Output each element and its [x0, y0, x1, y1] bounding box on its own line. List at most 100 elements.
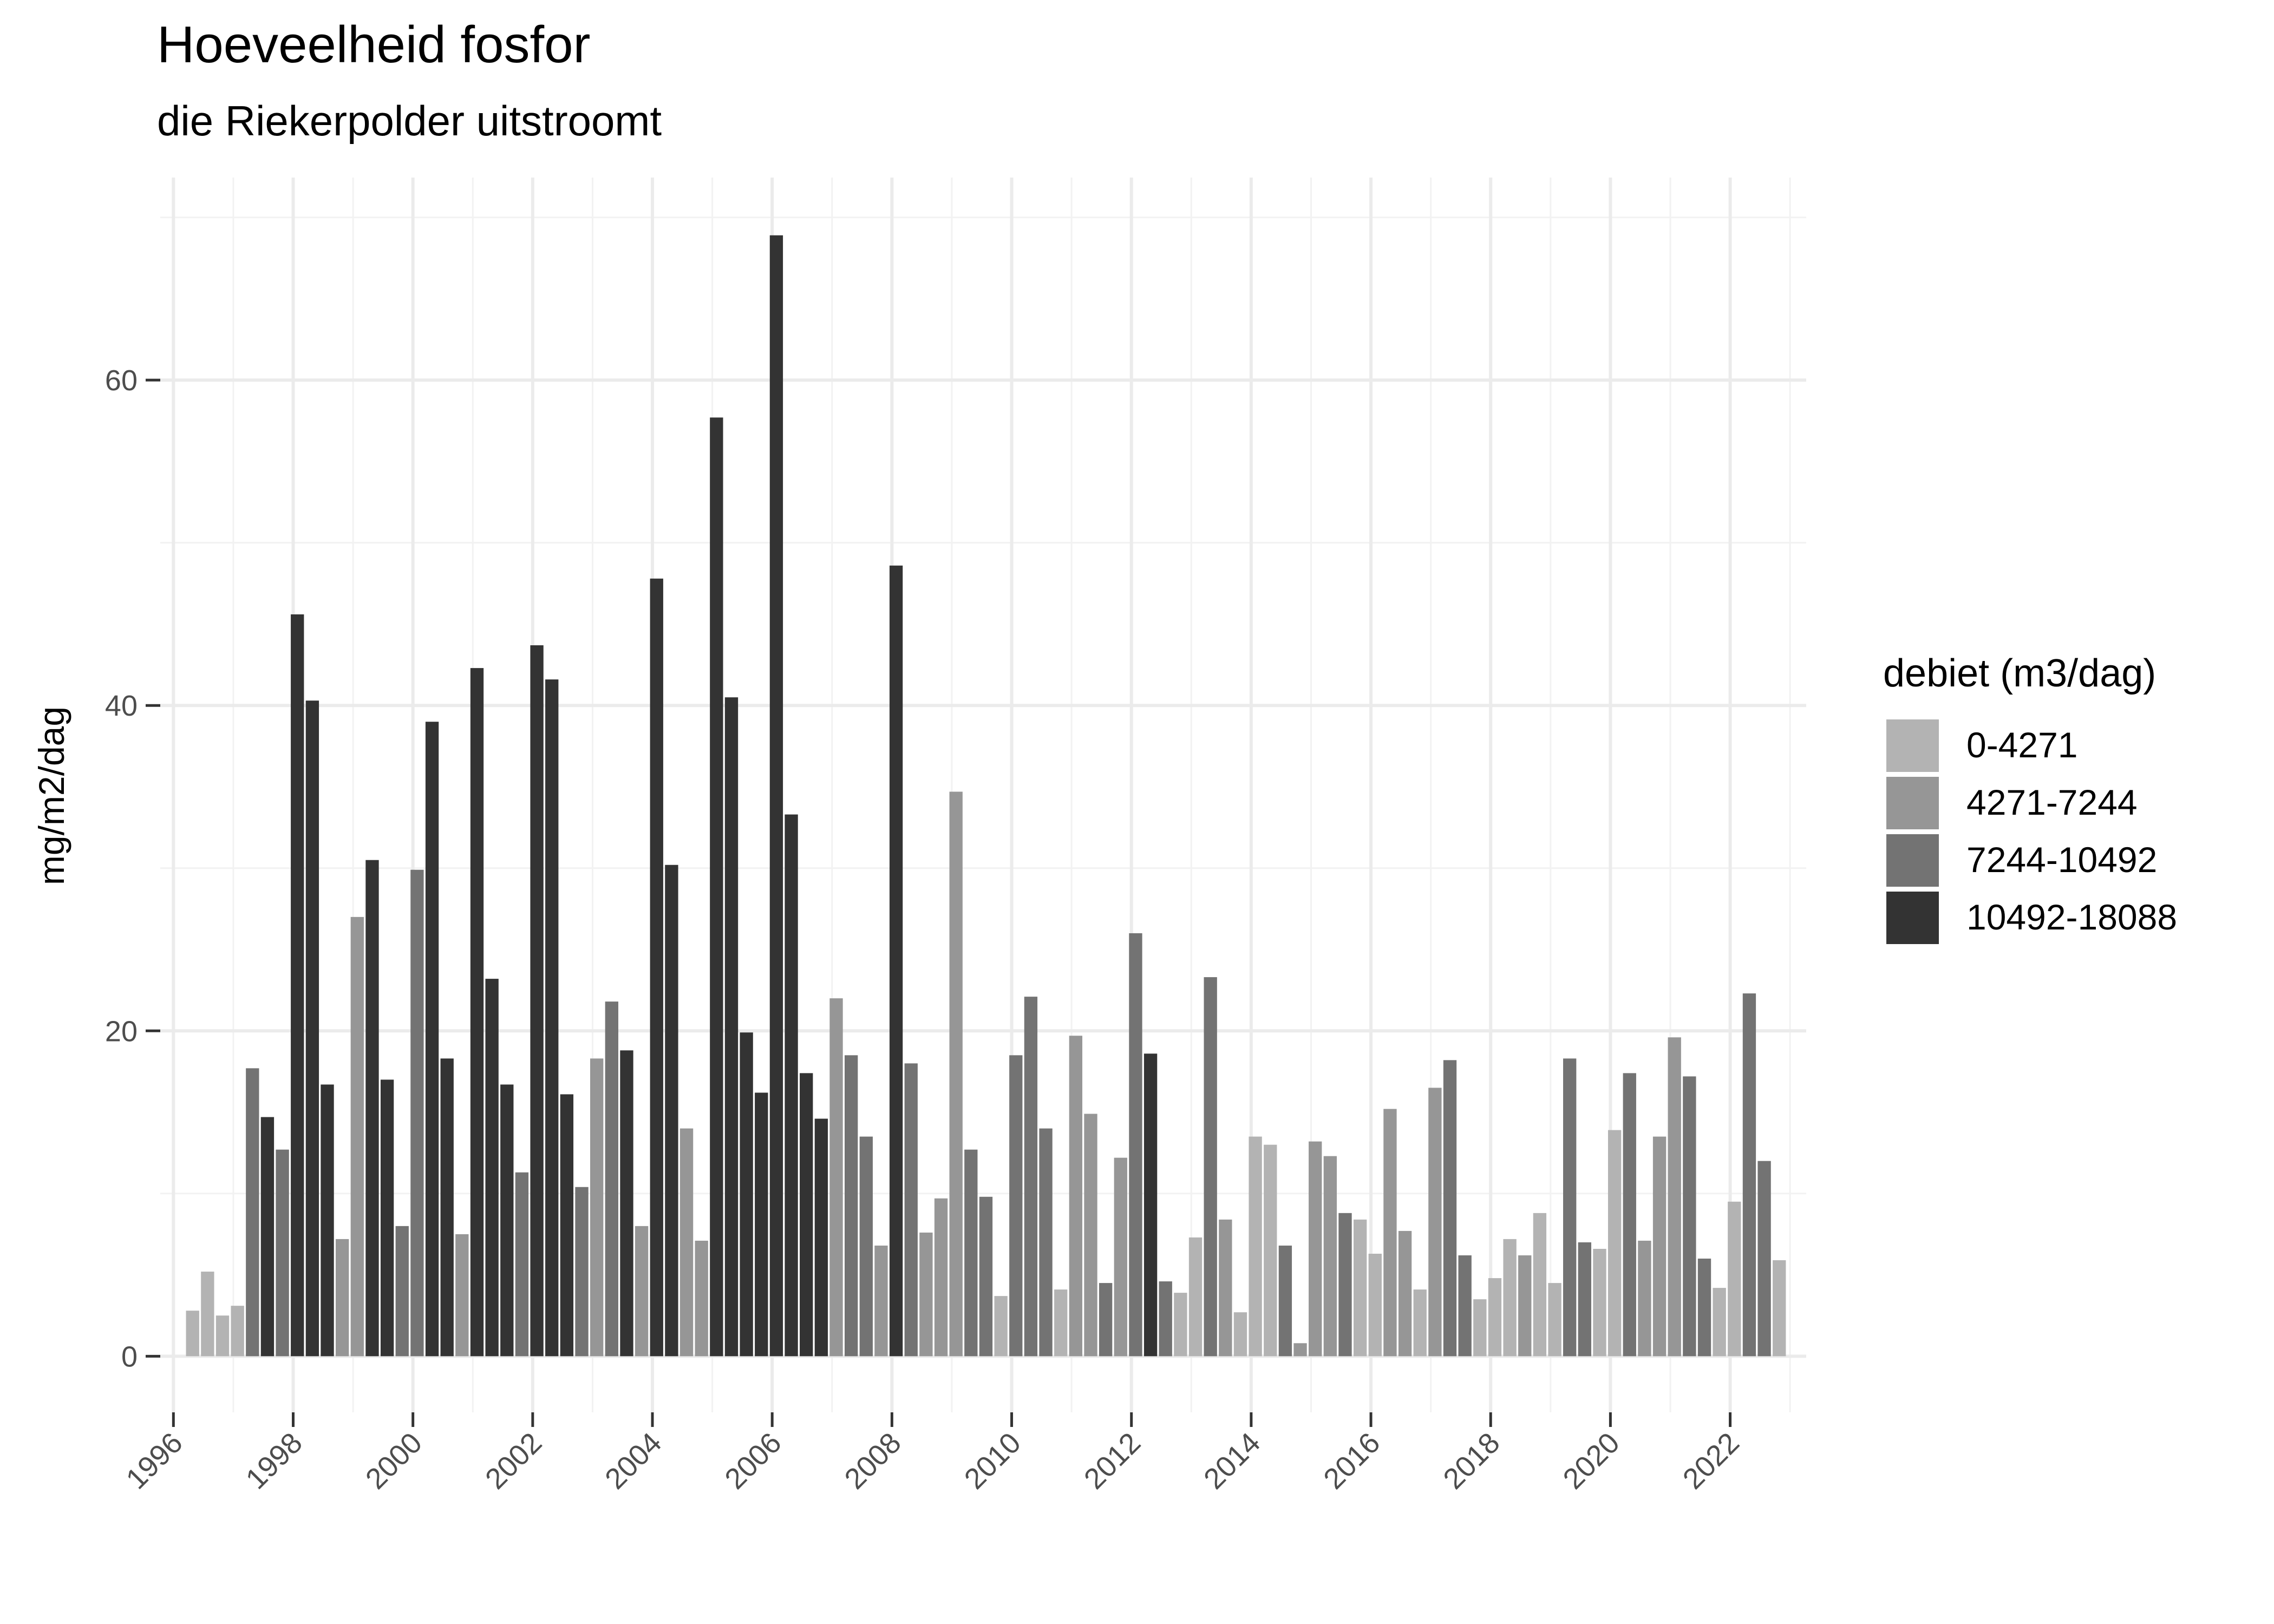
bar — [186, 1311, 199, 1357]
bar — [455, 1234, 469, 1357]
bar — [1638, 1240, 1651, 1357]
bar — [859, 1136, 873, 1357]
bar — [755, 1092, 768, 1357]
y-tick-label: 20 — [105, 1015, 138, 1047]
bar — [1668, 1037, 1681, 1357]
bar — [785, 814, 798, 1357]
bar — [1233, 1312, 1247, 1357]
y-tick-label: 0 — [121, 1340, 138, 1373]
bar — [1652, 1136, 1667, 1357]
bar — [1728, 1201, 1741, 1357]
bar — [1054, 1289, 1068, 1357]
bar — [695, 1240, 708, 1357]
bar — [365, 860, 379, 1357]
bar — [1742, 993, 1756, 1357]
bar — [336, 1239, 349, 1357]
bar — [1114, 1157, 1127, 1357]
legend-label: 7244-10492 — [1966, 840, 2157, 880]
legend-swatch — [1886, 777, 1939, 829]
bar — [530, 645, 544, 1357]
bar — [1009, 1055, 1023, 1357]
bar — [1608, 1130, 1622, 1357]
bar — [769, 235, 783, 1357]
bar — [650, 578, 663, 1357]
bar — [1309, 1141, 1322, 1357]
bar — [1323, 1156, 1337, 1357]
bar — [1368, 1253, 1382, 1357]
bar — [724, 697, 739, 1357]
bar — [321, 1084, 334, 1357]
bar — [814, 1118, 828, 1357]
bar — [201, 1272, 214, 1357]
bar — [1428, 1088, 1442, 1357]
bar — [425, 722, 439, 1357]
bar — [1143, 1053, 1158, 1357]
bar — [874, 1245, 888, 1357]
bar — [1383, 1109, 1397, 1357]
bar — [964, 1149, 978, 1357]
bar — [1398, 1230, 1412, 1357]
bar — [1593, 1248, 1606, 1357]
bar — [800, 1073, 813, 1357]
bar — [605, 1001, 618, 1357]
bar — [1443, 1060, 1457, 1357]
bar — [1697, 1259, 1711, 1357]
bar — [1533, 1213, 1547, 1357]
legend-label: 0-4271 — [1966, 725, 2078, 765]
bar — [305, 700, 319, 1357]
bar — [215, 1315, 230, 1357]
bar — [1548, 1283, 1561, 1357]
y-tick-label: 60 — [105, 364, 138, 397]
bar — [1623, 1073, 1636, 1357]
bar — [1174, 1293, 1187, 1357]
bar — [1578, 1242, 1591, 1357]
bar — [1713, 1288, 1726, 1357]
bar — [545, 679, 559, 1357]
bar — [1204, 977, 1217, 1357]
bar — [1188, 1237, 1203, 1357]
bar — [740, 1032, 753, 1357]
bar — [1264, 1144, 1277, 1357]
bar — [1159, 1281, 1172, 1357]
bar — [665, 865, 678, 1357]
bar — [1219, 1219, 1232, 1357]
bar — [844, 1055, 858, 1357]
bar — [889, 565, 903, 1357]
bar — [410, 869, 424, 1357]
legend-swatch — [1886, 892, 1939, 944]
bar — [231, 1306, 244, 1357]
bar — [1249, 1136, 1262, 1357]
bar — [1773, 1260, 1786, 1357]
bar — [590, 1058, 604, 1357]
bar — [1084, 1114, 1097, 1357]
bar — [1024, 997, 1038, 1357]
bar — [575, 1187, 589, 1357]
y-tick-label: 40 — [105, 690, 138, 722]
legend-label: 10492-18088 — [1966, 897, 2177, 937]
bar — [291, 614, 304, 1357]
bar — [1518, 1255, 1532, 1357]
bar — [500, 1084, 514, 1357]
bar — [1069, 1036, 1083, 1357]
bar — [934, 1198, 948, 1357]
bar — [470, 668, 484, 1357]
bar — [1129, 933, 1142, 1357]
bar — [560, 1094, 574, 1357]
bar — [395, 1226, 409, 1357]
bar — [979, 1196, 993, 1357]
bar — [1683, 1076, 1696, 1357]
bar — [1099, 1283, 1113, 1357]
legend-swatch — [1886, 719, 1939, 772]
bar — [679, 1128, 694, 1357]
bar — [1473, 1299, 1487, 1357]
bar — [1488, 1278, 1502, 1357]
chart-subtitle: die Riekerpolder uitstroomt — [157, 97, 662, 145]
bar — [276, 1149, 289, 1357]
bar — [350, 916, 364, 1357]
bar — [1503, 1239, 1517, 1357]
bar — [620, 1050, 633, 1357]
bar — [485, 979, 499, 1357]
legend-label: 4271-7244 — [1966, 782, 2138, 822]
bar — [904, 1063, 918, 1357]
